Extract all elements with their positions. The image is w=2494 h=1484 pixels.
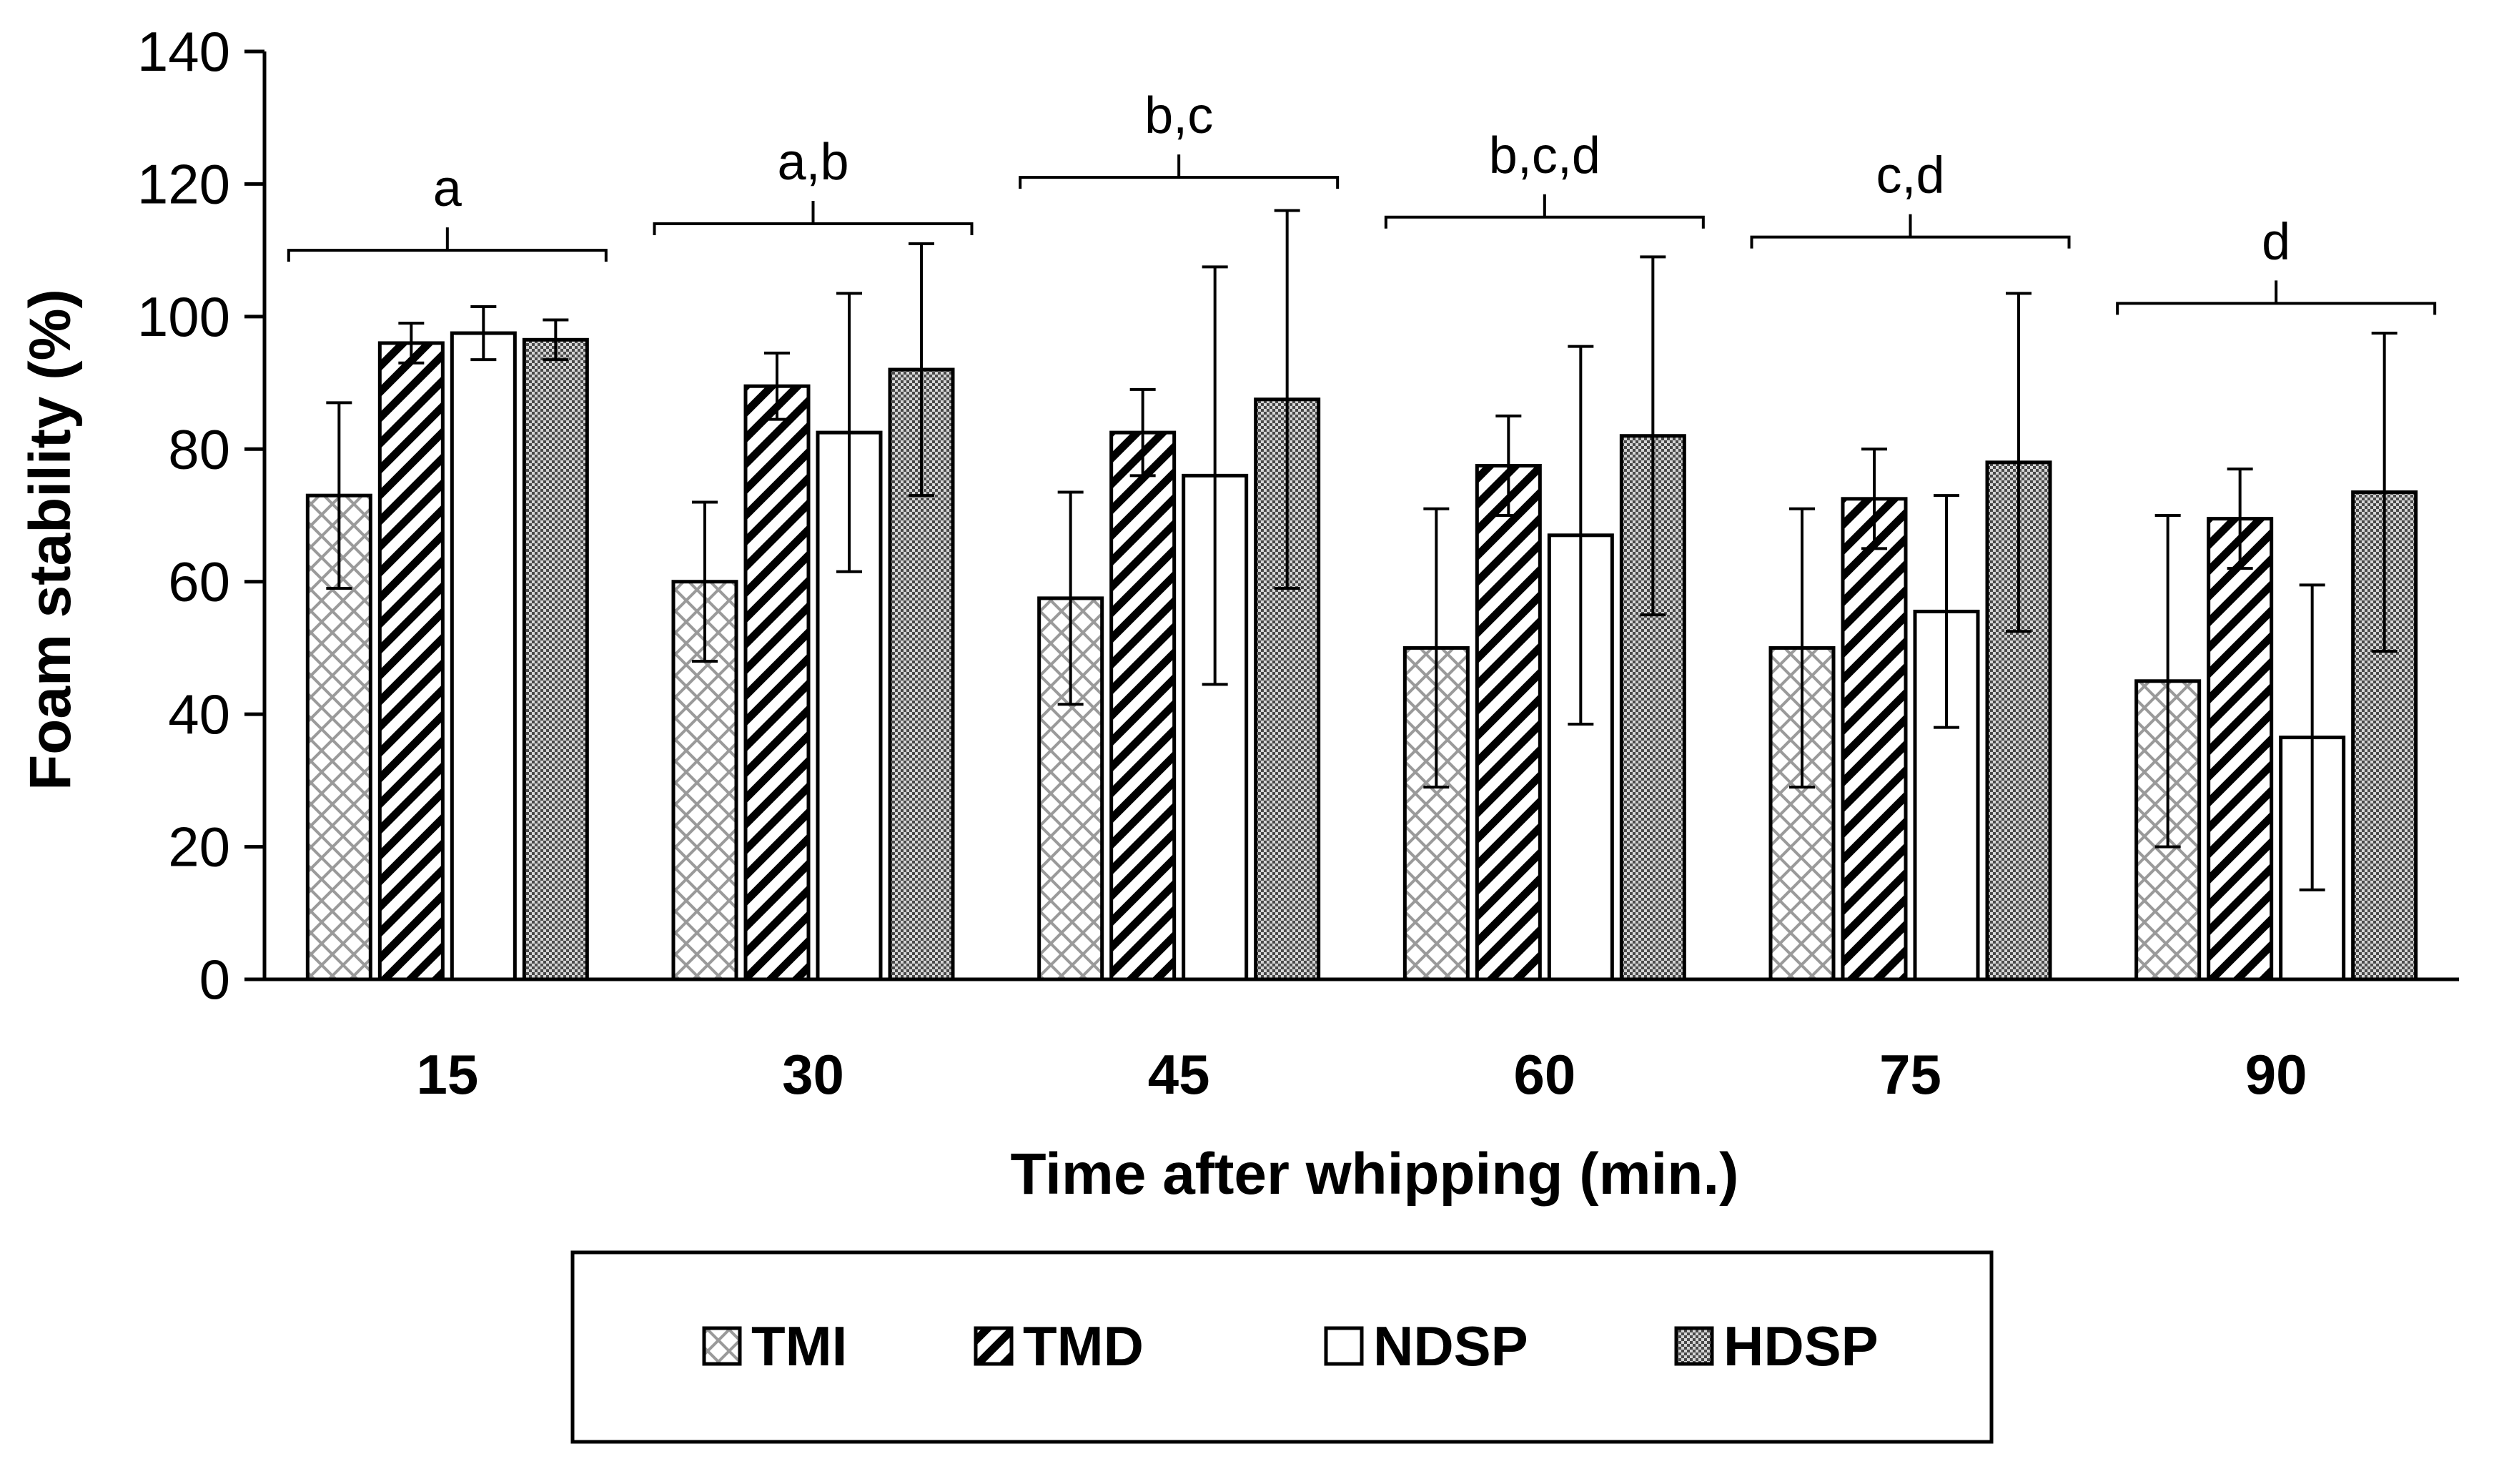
- bar-tmi: [1037, 596, 1104, 981]
- significance-bracket: [653, 201, 974, 236]
- significance-bracket: [1384, 194, 1705, 229]
- bar-ndsp: [450, 331, 517, 981]
- significance-label: b,c: [1144, 87, 1213, 144]
- x-tick-label: 45: [1148, 1043, 1210, 1106]
- axes-group: 0 20 40 60 80 100 120 140 15 30 45 60 75 90: [137, 20, 2459, 1106]
- significance-bracket: [2116, 280, 2437, 315]
- legend-swatch-hdsp: [1674, 1326, 1714, 1366]
- x-tick-label: 60: [1513, 1043, 1575, 1106]
- legend-swatch-tmi: [702, 1326, 742, 1366]
- legend-label-tmi: TMI: [751, 1315, 847, 1377]
- significance-label: a,b: [777, 134, 848, 191]
- bar-tmd: [1841, 497, 1908, 981]
- y-tick-label: 20: [168, 816, 230, 879]
- significance-label: a: [433, 160, 462, 217]
- bar-hdsp: [522, 337, 589, 981]
- y-tick-label: 0: [199, 948, 230, 1011]
- legend-swatch-tmd: [974, 1326, 1014, 1366]
- legend-swatch-ndsp: [1324, 1326, 1364, 1366]
- x-tick-label: 15: [416, 1043, 478, 1106]
- y-tick-label: 100: [137, 285, 230, 348]
- significance-bracket: [1019, 154, 1340, 189]
- significance-label: c,d: [1876, 147, 1944, 204]
- bar-tmi: [305, 493, 372, 981]
- y-tick-label: 40: [168, 683, 230, 746]
- bar-tmd: [1109, 430, 1177, 981]
- legend-label-ndsp: NDSP: [1373, 1315, 1528, 1377]
- significance-label: d: [2262, 213, 2290, 270]
- y-tick-label: 140: [137, 20, 230, 83]
- error-bars-group: [326, 209, 2397, 891]
- legend-label-hdsp: HDSP: [1723, 1315, 1879, 1377]
- legend-box: [570, 1250, 1994, 1444]
- y-tick-label: 120: [137, 152, 230, 215]
- x-tick-label: 75: [1879, 1043, 1941, 1106]
- bar-tmd: [1475, 463, 1542, 981]
- x-tick-label: 90: [2245, 1043, 2307, 1106]
- legend: TMI TMD NDSP HDSP: [570, 1250, 1994, 1444]
- significance-bracket: [287, 227, 608, 262]
- y-axis-title: Foam stability (%): [18, 289, 83, 791]
- legend-label-tmd: TMD: [1023, 1315, 1144, 1377]
- significance-bracket: [1750, 214, 2071, 249]
- bar-tmd: [377, 341, 445, 981]
- significance-label: b,c,d: [1489, 127, 1600, 184]
- x-axis-title: Time after whipping (min.): [1011, 1142, 1739, 1207]
- bars-group: [305, 331, 2418, 981]
- bar-tmd: [2207, 517, 2274, 981]
- bar-tmd: [743, 384, 811, 981]
- x-tick-label: 30: [782, 1043, 844, 1106]
- significance-group: a a,b b,c b,c,d c,d d: [287, 87, 2437, 315]
- y-tick-label: 80: [168, 417, 230, 480]
- y-tick-label: 60: [168, 550, 230, 613]
